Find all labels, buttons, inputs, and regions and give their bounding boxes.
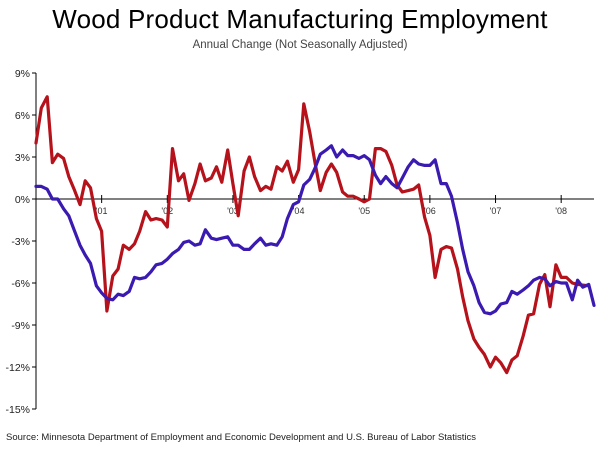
y-tick-label: -6% (11, 278, 30, 290)
x-tick-label: '07 (490, 206, 502, 216)
x-tick-label: '03 (227, 206, 239, 216)
series-line-blue (34, 144, 596, 316)
chart-subtitle: Annual Change (Not Seasonally Adjusted) (192, 39, 408, 51)
y-tick-label: -12% (5, 362, 30, 374)
series-line-red (34, 95, 591, 375)
chart-source: Source: Minnesota Department of Employme… (6, 432, 476, 443)
y-tick-label: -15% (5, 404, 30, 416)
y-tick-label: -9% (11, 320, 30, 332)
x-tick-label: '08 (555, 206, 567, 216)
y-tick-label: 6% (15, 110, 30, 122)
x-tick-label: '06 (424, 206, 436, 216)
x-tick-label: '05 (358, 206, 370, 216)
x-tick-label: '04 (293, 206, 305, 216)
chart-title: Wood Product Manufacturing Employment (52, 4, 548, 34)
x-tick-label: '01 (96, 206, 108, 216)
y-tick-label: -3% (11, 236, 30, 248)
y-tick-label: 9% (15, 68, 30, 80)
y-tick-label: 0% (15, 194, 30, 206)
chart-axes: 9%6%3%0%-3%-6%-9%-12%-15%'01'02'03'04'05… (5, 68, 594, 416)
chart-series (34, 95, 596, 375)
y-tick-label: 3% (15, 152, 30, 164)
